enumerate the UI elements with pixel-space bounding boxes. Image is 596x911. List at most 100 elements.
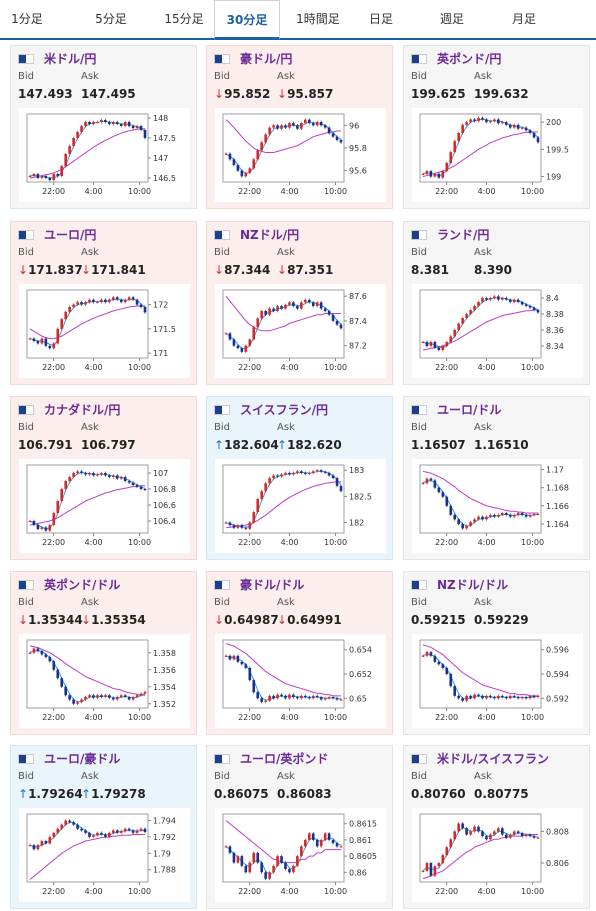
currency-pair-name[interactable]: ユーロ/円 (44, 228, 97, 242)
ask-value: ↓0.64991 (277, 613, 342, 627)
tab-0[interactable]: 1分足 (11, 12, 43, 26)
price-chart[interactable]: 87.6 87.4 87.2 22:00 4:00 10:00 (215, 284, 386, 378)
candle (232, 655, 236, 660)
x-tick-label: 4:00 (478, 713, 496, 722)
candle (421, 483, 425, 485)
x-tick-label: 4:00 (281, 538, 299, 547)
tab-2[interactable]: 15分足 (164, 12, 204, 26)
currency-card[interactable]: ランド/円 Bid Ask 8.381 8.390 8.4 8.38 8.36 8.34 22:0… (403, 221, 590, 385)
price-chart[interactable]: 200 199.5 199 22:00 4:00 10:00 (412, 108, 583, 202)
ask-label: Ask (277, 71, 295, 82)
candle (493, 697, 496, 699)
candle (512, 299, 516, 302)
tab-5[interactable]: 日足 (368, 12, 393, 26)
currency-pair-name[interactable]: NZドル/円 (240, 228, 300, 242)
price-chart[interactable]: 148 147.5 147 146.5 22:00 4:00 10:00 (19, 108, 190, 202)
currency-pair-name[interactable]: ユーロ/ドル (437, 403, 502, 417)
currency-pair-name[interactable]: 英ポンド/円 (437, 52, 502, 66)
tab-7[interactable]: 月足 (511, 12, 536, 26)
plot-frame (419, 113, 542, 183)
price-chart[interactable]: 0.596 0.594 0.592 22:00 4:00 10:00 (412, 634, 583, 728)
currency-pair-name[interactable]: 豪ドル/ドル (240, 578, 305, 592)
currency-card[interactable]: 米ドル/円 Bid Ask 147.493 147.495 148 147.5 147 146.… (10, 45, 197, 209)
price-chart[interactable]: 0.808 0.806 22:00 4:00 10:00 (412, 808, 583, 902)
x-tick-label: 22:00 (435, 363, 458, 372)
currency-card[interactable]: カナダドル/円 Bid Ask 106.791 106.797 107 106.8 106.6… (10, 396, 197, 560)
currency-pair-name[interactable]: 英ポンド/ドル (44, 578, 121, 592)
short-ma-line (422, 653, 539, 699)
candle (508, 514, 512, 517)
currency-pair-name[interactable]: ユーロ/英ポンド (240, 752, 329, 766)
candle (504, 122, 508, 125)
candle (497, 695, 500, 699)
timeframe-tab-bar: 1分足 5分足 15分足 30分足 1時間足 日足 週足 月足 (0, 0, 596, 40)
currency-card[interactable]: ユーロ/円 Bid Ask ↓171.837 ↓171.841 172 171.5 171 22… (10, 221, 197, 385)
currency-pair-name[interactable]: NZドル/ドル (437, 578, 509, 592)
candle (528, 306, 532, 308)
bid-value: 0.86075 (214, 787, 269, 801)
candle (32, 648, 36, 653)
price-chart[interactable]: 107 106.8 106.6 106.4 22:00 4:00 10:00 (19, 459, 190, 553)
currency-card[interactable]: ユーロ/ドル Bid Ask 1.16507 1.16510 1.17 1.168 1.166… (403, 396, 590, 560)
candle (532, 513, 536, 515)
x-tick-label: 10:00 (521, 887, 544, 896)
currency-card[interactable]: NZドル/ドル Bid Ask 0.59215 0.59229 0.596 0.594 0.5… (403, 571, 590, 735)
tab-3[interactable]: 30分足 (214, 0, 280, 40)
candle (127, 122, 131, 126)
price-chart[interactable]: 96 95.8 95.6 22:00 4:00 10:00 (215, 108, 386, 202)
x-tick-label: 4:00 (85, 363, 103, 372)
candle (248, 522, 252, 529)
candle (501, 828, 504, 835)
currency-pair-name[interactable]: ランド/円 (437, 228, 490, 242)
currency-card[interactable]: ユーロ/英ポンド Bid Ask 0.86075 0.86083 0.8615 0.861 0… (206, 745, 393, 909)
candle (536, 513, 540, 515)
price-chart[interactable]: 8.4 8.38 8.36 8.34 22:00 4:00 10:00 (412, 284, 583, 378)
candle (497, 119, 500, 124)
candle (232, 525, 236, 528)
currency-pair-name[interactable]: カナダドル/円 (44, 403, 121, 417)
currency-card[interactable]: NZドル/円 Bid Ask ↓87.344 ↓87.351 87.6 87.4 87.2 22… (206, 221, 393, 385)
candle (485, 298, 488, 300)
candle (461, 318, 464, 324)
price-chart[interactable]: 1.794 1.792 1.79 1.788 22:00 4:00 10:00 (19, 808, 190, 902)
price-chart[interactable]: 1.358 1.356 1.354 1.352 22:00 4:00 10:00 (19, 634, 190, 728)
x-tick-label: 4:00 (478, 538, 496, 547)
price-chart[interactable]: 1.17 1.168 1.166 1.164 22:00 4:00 10:00 (412, 459, 583, 553)
currency-card[interactable]: 豪ドル/円 Bid Ask ↓95.852 ↓95.857 96 95.8 95.6 22:00… (206, 45, 393, 209)
candle (485, 695, 488, 699)
currency-card[interactable]: 英ポンド/ドル Bid Ask ↓1.35344 ↓1.35354 1.358 1.356 1… (10, 571, 197, 735)
price-chart[interactable]: 183 182.5 182 22:00 4:00 10:00 (215, 459, 386, 553)
currency-pair-name[interactable]: 米ドル/円 (44, 52, 97, 66)
price-chart[interactable]: 172 171.5 171 22:00 4:00 10:00 (19, 284, 190, 378)
candle (508, 695, 512, 699)
candle (88, 473, 91, 475)
y-tick-label: 0.65 (349, 694, 367, 703)
flag-icon (214, 580, 230, 590)
candle (327, 311, 331, 315)
tab-1[interactable]: 5分足 (95, 12, 127, 26)
candle (143, 307, 147, 313)
currency-card[interactable]: 豪ドル/ドル Bid Ask ↓0.64987 ↓0.64991 0.654 0.652 0.… (206, 571, 393, 735)
ask-value: 0.86083 (277, 787, 332, 801)
price-chart[interactable]: 0.8615 0.861 0.8605 0.86 22:00 4:00 10:00 (215, 808, 386, 902)
tab-6[interactable]: 週足 (439, 12, 464, 26)
candle (48, 178, 52, 180)
price-chart[interactable]: 0.654 0.652 0.65 22:00 4:00 10:00 (215, 634, 386, 728)
candle (339, 846, 343, 848)
candle (288, 302, 291, 305)
currency-pair-name[interactable]: 米ドル/スイスフラン (437, 752, 550, 766)
candle (497, 296, 500, 300)
currency-card[interactable]: ユーロ/豪ドル Bid Ask ↑1.79264 ↑1.79278 1.794 1.792 1… (10, 745, 197, 909)
y-tick-label: 8.36 (546, 326, 564, 335)
tab-4[interactable]: 1時間足 (296, 12, 340, 26)
candle (80, 828, 83, 831)
currency-card[interactable]: 英ポンド/円 Bid Ask 199.625 199.632 200 199.5 199 22:… (403, 45, 590, 209)
currency-pair-name[interactable]: 豪ドル/円 (240, 52, 293, 66)
currency-pair-name[interactable]: スイスフラン/円 (240, 403, 329, 417)
currency-card[interactable]: スイスフラン/円 Bid Ask ↑182.604 ↑182.620 183 182.5 18… (206, 396, 393, 560)
currency-card[interactable]: 米ドル/スイスフラン Bid Ask 0.80760 0.80775 0.808 0.806… (403, 745, 590, 909)
currency-pair-name[interactable]: ユーロ/豪ドル (44, 752, 121, 766)
candle (335, 136, 339, 141)
ask-arrow-icon: ↓ (277, 87, 288, 101)
candle (264, 872, 267, 879)
